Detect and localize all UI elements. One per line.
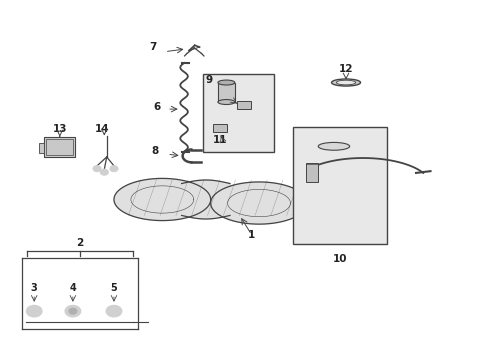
Bar [213, 124, 226, 132]
Bar [39, 143, 44, 153]
Polygon shape [114, 179, 210, 221]
Polygon shape [181, 180, 229, 219]
Polygon shape [210, 182, 307, 224]
Bar [46, 139, 73, 155]
Text: 7: 7 [149, 42, 156, 52]
Circle shape [26, 306, 42, 317]
Bar [305, 163, 317, 182]
Text: 6: 6 [154, 102, 161, 112]
Ellipse shape [336, 80, 355, 85]
Text: 2: 2 [76, 238, 83, 248]
Circle shape [69, 308, 77, 314]
Circle shape [110, 166, 118, 171]
Ellipse shape [218, 100, 234, 104]
Bar [292, 127, 386, 244]
Text: 1: 1 [247, 230, 255, 240]
Bar [203, 74, 273, 152]
Text: 4: 4 [69, 283, 76, 293]
Bar [218, 82, 234, 102]
Text: 12: 12 [338, 64, 352, 74]
Ellipse shape [318, 143, 349, 150]
Bar [237, 101, 250, 109]
Circle shape [100, 169, 108, 175]
Text: 3: 3 [31, 283, 38, 293]
Text: 13: 13 [53, 124, 67, 134]
Circle shape [93, 166, 101, 171]
Bar [44, 138, 75, 157]
Text: 10: 10 [332, 255, 346, 265]
Circle shape [106, 306, 122, 317]
Ellipse shape [331, 79, 360, 86]
Text: 5: 5 [110, 283, 117, 293]
Text: 11: 11 [213, 135, 227, 145]
Ellipse shape [218, 80, 234, 85]
Text: 8: 8 [151, 146, 159, 156]
Text: 14: 14 [94, 124, 109, 134]
Circle shape [65, 306, 81, 317]
Text: 9: 9 [205, 76, 212, 85]
